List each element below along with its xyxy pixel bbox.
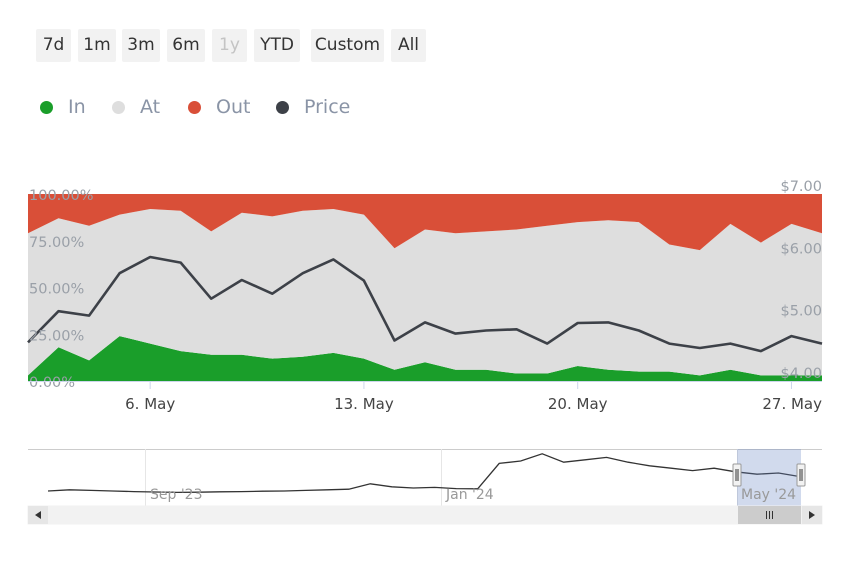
navigator: Sep '23 Jan '24 May '24 [27, 449, 823, 525]
y-right-tick-label: $5.00 [780, 304, 822, 320]
navigator-handle-right[interactable] [796, 463, 806, 487]
navigator-tick-label: Sep '23 [150, 487, 203, 503]
area-out [28, 194, 822, 251]
navigator-tick-label: May '24 [741, 487, 796, 503]
range-button-1m[interactable]: 1m [78, 29, 116, 62]
legend-item-out[interactable]: Out [188, 94, 250, 120]
y-right-tick-label: $4.00 [780, 366, 822, 382]
y-left-tick-label: 0.00% [29, 375, 75, 391]
legend-dot-in [40, 100, 53, 114]
line-price [27, 255, 823, 353]
x-tick-label: 13. May [334, 395, 394, 413]
scrollbar-track[interactable] [27, 505, 823, 525]
range-button-3m[interactable]: 3m [122, 29, 160, 62]
legend-label-out: Out [216, 96, 251, 118]
navigator-handle-left[interactable] [732, 463, 742, 487]
range-button-1y: 1y [212, 29, 247, 62]
y-left-tick-label: 25.00% [29, 328, 84, 344]
legend-dot-price [276, 100, 289, 114]
x-tick-label: 6. May [125, 395, 175, 413]
legend-item-price[interactable]: Price [276, 94, 350, 120]
legend-item-in[interactable]: In [40, 94, 86, 120]
legend-label-in: In [68, 96, 86, 118]
navigator-series [47, 453, 801, 494]
range-button-all[interactable]: All [391, 29, 426, 62]
legend-label-price: Price [304, 96, 351, 118]
legend-dot-at [112, 100, 125, 114]
y-left-tick-label: 50.00% [29, 282, 84, 298]
area-at [28, 209, 822, 376]
scroll-left-arrow-icon [35, 511, 41, 519]
y-right-tick-label: $6.00 [780, 241, 822, 257]
navigator-selection [737, 449, 801, 506]
main-plot: 100.00% 75.00% 50.00% 25.00% 0.00% $7.00 $6.00… [27, 179, 823, 413]
legend-dot-out [188, 100, 201, 114]
y-right-tick-label: $7.00 [780, 179, 822, 195]
range-button-custom[interactable]: Custom [311, 29, 384, 62]
legend-item-at[interactable]: At [112, 94, 160, 120]
x-tick-label: 27. May [762, 395, 822, 413]
range-button-ytd[interactable]: YTD [254, 29, 300, 62]
x-tick-label: 20. May [548, 395, 608, 413]
area-in [28, 336, 822, 381]
y-left-tick-label: 100.00% [29, 188, 94, 204]
range-button-7d[interactable]: 7d [36, 29, 71, 62]
scroll-right-arrow-icon [809, 511, 815, 519]
range-button-6m[interactable]: 6m [167, 29, 205, 62]
navigator-tick-label: Jan '24 [445, 487, 494, 503]
legend-label-at: At [140, 96, 161, 118]
y-left-tick-label: 75.00% [29, 235, 84, 251]
